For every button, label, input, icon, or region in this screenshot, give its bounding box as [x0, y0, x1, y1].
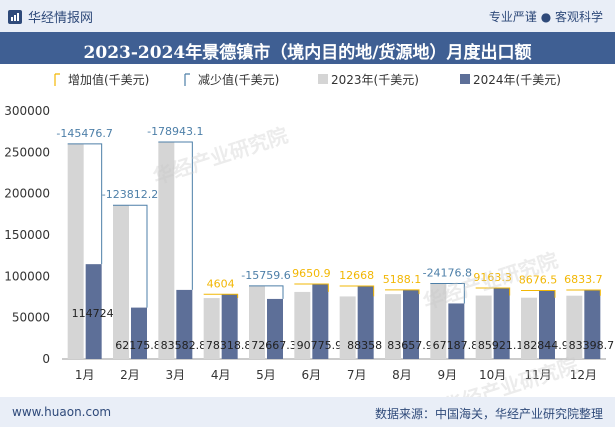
y-tick-label: 300000: [4, 104, 50, 118]
bar-2023: [249, 285, 265, 359]
change-label: -123812.2: [102, 188, 158, 201]
legend-label: 增加值(千美元): [68, 72, 149, 87]
x-tick-label: 3月: [166, 368, 186, 382]
change-label: 5188.1: [383, 273, 422, 286]
title-bar: 2023-2024年景德镇市（境内目的地/货源地）月度出口额: [0, 32, 615, 64]
footer-source: 数据来源：中国海关，华经产业研究院整理: [374, 407, 603, 421]
value-label-2024: 83398.7: [569, 339, 615, 352]
x-tick-label: 12月: [570, 368, 597, 382]
value-label-2024: 62175.8: [115, 339, 161, 352]
change-bracket: [339, 285, 375, 297]
x-tick-label: 9月: [438, 368, 458, 382]
change-label: -145476.7: [56, 127, 112, 140]
y-tick-label: 250000: [4, 145, 50, 159]
value-label-2024: 82844.9: [523, 339, 569, 352]
legend-swatch: [318, 74, 328, 84]
brand-name: 华经情报网: [28, 11, 94, 26]
bar-2024: [85, 264, 102, 359]
bar-2023: [430, 283, 447, 359]
change-bracket: [566, 289, 601, 296]
y-tick-label: 0: [42, 352, 50, 366]
value-label-2024: 78318.8: [206, 339, 252, 352]
x-tick-label: 7月: [347, 368, 367, 382]
value-label-2024: 67187.8: [433, 339, 479, 352]
bar-2024: [584, 290, 601, 359]
top-bar: 华经情报网 专业严谨 ● 客观科学: [0, 0, 615, 32]
chart-title: 2023-2024年景德镇市（境内目的地/货源地）月度出口额: [83, 43, 532, 63]
x-tick-label: 10月: [479, 368, 506, 382]
change-bracket: [521, 290, 556, 298]
bar-2024: [176, 289, 193, 359]
bar-2023: [521, 297, 537, 359]
tagline: 专业严谨 ● 客观科学: [488, 10, 603, 24]
x-tick-label: 6月: [302, 368, 322, 382]
change-label: 9163.3: [473, 271, 512, 284]
footer: www.huaon.com 数据来源：中国海关，华经产业研究院整理: [0, 397, 615, 427]
y-tick-label: 50000: [12, 311, 50, 325]
change-label: 4604: [207, 277, 235, 290]
logo-icon: [8, 9, 22, 24]
bar-2023: [294, 291, 311, 359]
bar-2024: [448, 303, 465, 359]
x-tick-label: 1月: [75, 368, 95, 382]
bar-2023: [339, 296, 356, 359]
bar-2023: [113, 205, 129, 359]
change-label: 6833.7: [564, 273, 603, 286]
value-label-2024: 72667.3: [251, 339, 297, 352]
x-tick-label: 4月: [211, 368, 231, 382]
change-bracket: [385, 289, 420, 295]
chart: 增加值(千美元) 减少值(千美元) 2023年(千美元) 2024年(千美元) 0 500…: [4, 72, 615, 382]
legend-label: 2024年(千美元): [473, 73, 561, 87]
legend-swatch: [460, 74, 470, 84]
value-label-2024: 83582.8: [161, 339, 207, 352]
change-label: 9650.9: [292, 267, 331, 280]
bar-2023: [158, 141, 175, 359]
change-bracket: [203, 293, 239, 299]
y-tick-label: 200000: [4, 187, 50, 201]
y-tick-label: 100000: [4, 269, 50, 283]
change-label: -24176.8: [423, 266, 472, 279]
change-bracket: [249, 285, 284, 299]
change-bracket: [430, 282, 465, 304]
change-bracket: [158, 141, 193, 290]
brand[interactable]: 华经情报网: [8, 7, 93, 26]
bar-2024: [131, 307, 147, 359]
bar-2024: [312, 283, 329, 359]
footer-website[interactable]: www.huaon.com: [12, 405, 112, 419]
change-label: -178943.1: [147, 125, 203, 138]
legend-label: 2023年(千美元): [331, 73, 419, 87]
value-label-2024: 114724: [72, 307, 114, 320]
legend-swatch: [54, 73, 60, 86]
bar-2024: [403, 289, 419, 359]
bar-2024: [539, 290, 555, 359]
value-label-2024: 85921.1: [478, 339, 524, 352]
change-bracket: [294, 283, 329, 292]
change-bracket: [67, 143, 103, 265]
bar-2023: [385, 294, 401, 359]
change-bracket: [113, 204, 148, 308]
change-label: 12668: [339, 269, 374, 282]
bar-2023: [67, 143, 84, 359]
bar-2023: [475, 295, 492, 359]
x-tick-label: 2月: [120, 368, 140, 382]
x-tick-label: 8月: [392, 368, 412, 382]
value-label-2024: 90775.9: [297, 339, 343, 352]
change-bracket: [475, 287, 511, 296]
bar-2024: [357, 285, 374, 359]
change-label: -15759.6: [241, 269, 290, 282]
bar-2024: [493, 287, 510, 359]
x-tick-label: 11月: [524, 368, 551, 382]
y-tick-label: 150000: [4, 228, 50, 242]
bar-2024: [221, 294, 238, 359]
bar-2023: [203, 298, 220, 359]
bar-2023: [566, 295, 583, 359]
change-label: 8676.5: [519, 274, 558, 287]
legend-swatch: [184, 73, 190, 86]
x-tick-label: 5月: [256, 368, 276, 382]
value-label-2024: 88358: [347, 339, 382, 352]
value-label-2024: 83657.9: [387, 339, 433, 352]
bar-2024: [267, 298, 283, 359]
legend-label: 减少值(千美元): [198, 72, 279, 87]
